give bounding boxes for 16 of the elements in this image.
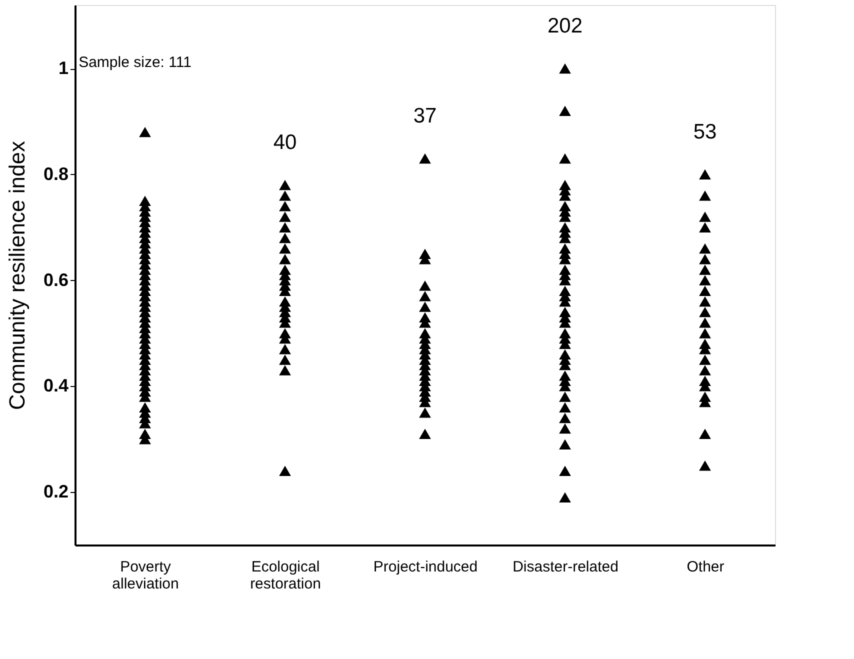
- y-tick-label: 0.4: [43, 376, 68, 396]
- y-tick-label: 0.2: [43, 482, 68, 502]
- annotation: 40: [273, 131, 297, 154]
- y-tick-label: 1: [58, 58, 68, 78]
- x-tick-label: Disaster-related: [512, 558, 618, 576]
- x-tick-label: Ecological restoration: [250, 558, 321, 592]
- x-tick-label: Other: [686, 558, 724, 576]
- annotation: 202: [547, 14, 583, 38]
- annotation: Sample size: 111: [78, 54, 192, 72]
- y-tick-label: 0.8: [43, 164, 68, 184]
- y-tick-label: 0.6: [43, 270, 68, 290]
- x-tick-label: Poverty alleviation: [112, 558, 179, 592]
- x-tick-label: Project-induced: [373, 558, 478, 576]
- annotation: 53: [693, 120, 717, 144]
- annotation: 37: [413, 104, 437, 128]
- y-axis-title: Community resilience index: [4, 141, 30, 410]
